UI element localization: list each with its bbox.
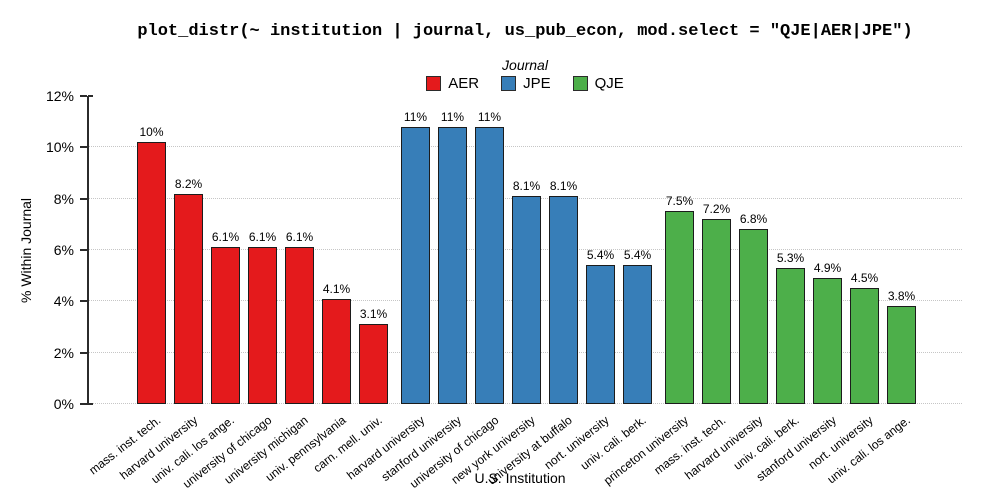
x-axis-title: U.S. Institution <box>474 470 566 486</box>
bar-jpe-5 <box>549 196 578 404</box>
bar-value-label: 6.1% <box>285 230 314 244</box>
bar-value-label: 4.5% <box>850 271 879 285</box>
bar-aer-4 <box>248 247 277 404</box>
bar-jpe-4 <box>512 196 541 404</box>
y-tick-label-10pct: 10% <box>45 139 74 156</box>
legend-entry-aer: AER <box>426 75 479 92</box>
y-tick-2pct <box>80 351 87 354</box>
bar-qje-7 <box>887 306 916 404</box>
bar-value-label: 11% <box>403 110 428 124</box>
legend-swatch-aer <box>426 76 442 91</box>
y-axis-line <box>87 96 89 405</box>
legend-label: QJE <box>594 75 624 92</box>
y-tick-8pct <box>80 197 87 200</box>
bar-qje-5 <box>813 278 842 404</box>
bar-jpe-2 <box>438 127 467 404</box>
y-tick-label-2pct: 2% <box>53 344 74 361</box>
y-tick-4pct <box>80 300 87 303</box>
y-tick-12pct <box>80 95 87 97</box>
bar-aer-7 <box>359 324 388 404</box>
bar-aer-6 <box>322 299 351 404</box>
bar-jpe-1 <box>401 127 430 404</box>
legend: Journal AER JPE QJE <box>88 57 962 92</box>
y-tick-label-6pct: 6% <box>53 242 74 258</box>
chart-title: plot_distr(~ institution | journal, us_p… <box>137 22 913 41</box>
y-tick-0pct <box>80 403 87 405</box>
bar-value-label: 7.5% <box>665 194 694 208</box>
bar-jpe-6 <box>586 265 615 404</box>
y-tick-10pct <box>80 146 87 149</box>
bar-qje-4 <box>776 268 805 404</box>
bar-qje-6 <box>850 288 879 404</box>
y-tick-label-12pct: 12% <box>45 88 74 104</box>
bar-value-label: 10% <box>139 125 164 139</box>
bar-jpe-3 <box>475 127 504 404</box>
bar-value-label: 7.2% <box>702 202 731 216</box>
y-tick-label-0pct: 0% <box>53 396 74 412</box>
bar-aer-3 <box>211 247 240 404</box>
bar-qje-1 <box>665 211 694 404</box>
bar-value-label: 5.3% <box>776 251 805 265</box>
legend-entry-qje: QJE <box>572 75 624 92</box>
legend-title: Journal <box>502 57 548 73</box>
legend-entries: AER JPE QJE <box>88 75 962 92</box>
bar-qje-3 <box>739 229 768 404</box>
bar-aer-5 <box>285 247 314 404</box>
bar-value-label: 6.8% <box>739 212 768 226</box>
bar-value-label: 11% <box>477 110 502 124</box>
bar-value-label: 6.1% <box>211 230 240 244</box>
legend-label: JPE <box>523 75 551 92</box>
bar-value-label: 3.8% <box>887 289 916 303</box>
bar-value-label: 11% <box>440 110 465 124</box>
plot-area: 0% 2% 4% 6% 8% 10% 12% 10% 8.2% 6.1% 6.1% 6.1% 4.1% 3… <box>46 89 962 411</box>
bar-value-label: 8.1% <box>549 179 578 193</box>
bar-value-label: 5.4% <box>623 248 652 262</box>
y-axis-cap-top <box>88 95 93 97</box>
bar-aer-2 <box>174 194 203 404</box>
bar-value-label: 8.1% <box>512 179 541 193</box>
y-tick-label-4pct: 4% <box>53 293 74 310</box>
bar-aer-1 <box>137 142 166 404</box>
bar-value-label: 5.4% <box>586 248 615 262</box>
y-axis-cap-bottom <box>88 403 93 405</box>
y-tick-6pct <box>80 249 87 251</box>
bar-value-label: 4.9% <box>813 261 842 275</box>
bar-jpe-7 <box>623 265 652 404</box>
bar-value-label: 3.1% <box>359 307 388 321</box>
bar-qje-2 <box>702 219 731 404</box>
bar-value-label: 8.2% <box>174 177 203 191</box>
legend-swatch-jpe <box>501 76 517 91</box>
bar-value-label: 6.1% <box>248 230 277 244</box>
bar-value-label: 4.1% <box>322 282 351 296</box>
legend-swatch-qje <box>572 76 588 91</box>
gridline-10pct <box>89 146 962 148</box>
legend-entry-jpe: JPE <box>501 75 551 92</box>
legend-label: AER <box>448 75 480 92</box>
y-tick-label-8pct: 8% <box>53 190 74 207</box>
